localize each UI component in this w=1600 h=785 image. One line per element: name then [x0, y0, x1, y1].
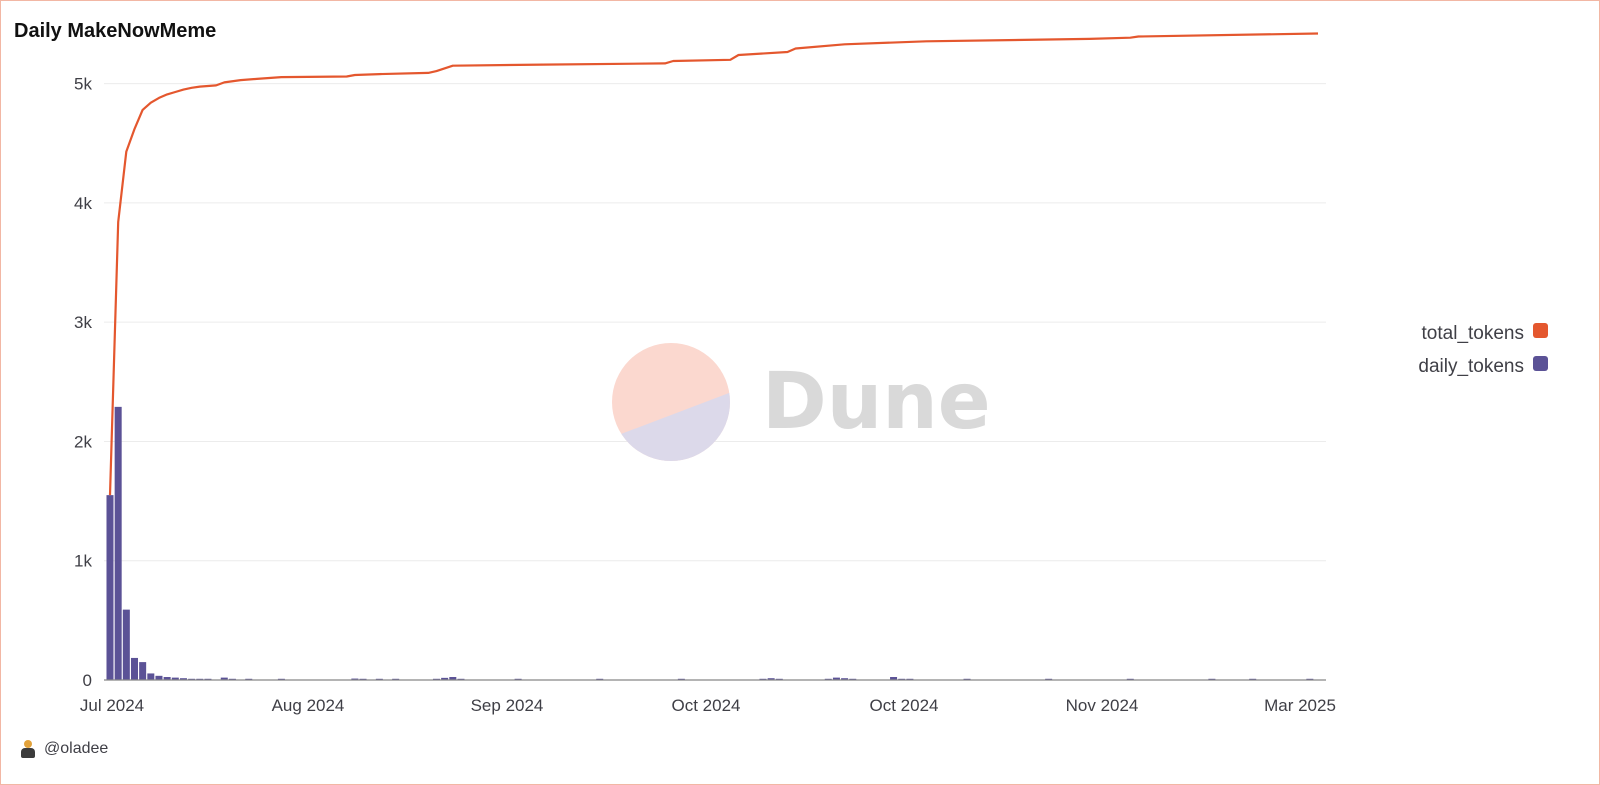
y-tick-label: 2k: [74, 432, 92, 451]
daily-tokens-bar: [351, 678, 359, 680]
daily-tokens-bar: [106, 495, 114, 680]
x-tick-label: Oct 2024: [672, 696, 741, 715]
legend-label-daily-tokens: daily_tokens: [1418, 356, 1524, 377]
grid-lines: [104, 83, 1326, 562]
daily-tokens-bar: [449, 677, 457, 680]
y-tick-label: 4k: [74, 194, 92, 213]
y-axis-labels: 0 1k 2k 3k 4k 5k: [74, 75, 92, 690]
daily-tokens-bar: [139, 662, 147, 680]
dune-watermark: Dune: [612, 343, 991, 461]
daily-tokens-bar: [171, 677, 179, 680]
y-tick-label: 5k: [74, 75, 92, 94]
y-tick-label: 1k: [74, 552, 92, 571]
x-tick-label: Mar 2025: [1264, 696, 1336, 715]
daily-tokens-bar: [441, 677, 449, 680]
daily-tokens-bar: [179, 678, 187, 680]
daily-tokens-bar: [890, 677, 898, 680]
daily-tokens-bar: [147, 673, 155, 680]
x-tick-label: Sep 2024: [471, 696, 544, 715]
daily-tokens-bars: [106, 406, 1314, 680]
daily-tokens-bar: [832, 677, 840, 680]
legend-item-total-tokens[interactable]: total_tokens: [1422, 323, 1548, 344]
daily-tokens-bar: [114, 406, 122, 680]
legend-label-total-tokens: total_tokens: [1422, 323, 1524, 344]
legend: total_tokens daily_tokens: [1418, 323, 1548, 377]
daily-tokens-bar: [220, 677, 228, 680]
daily-tokens-bar: [841, 678, 849, 680]
total-tokens-line: [108, 32, 1319, 496]
y-tick-label: 0: [83, 671, 92, 690]
daily-tokens-bar: [130, 657, 138, 680]
legend-item-daily-tokens[interactable]: daily_tokens: [1418, 356, 1548, 377]
x-tick-label: Nov 2024: [1066, 696, 1139, 715]
y-tick-label: 3k: [74, 313, 92, 332]
x-tick-label: Aug 2024: [272, 696, 345, 715]
x-tick-label: Jul 2024: [80, 696, 144, 715]
chart-footer: @oladee: [20, 740, 108, 758]
author-handle[interactable]: @oladee: [44, 740, 109, 757]
daily-tokens-bar: [122, 609, 130, 680]
daily-tokens-bar: [767, 678, 775, 680]
x-axis-labels: Jul 2024 Aug 2024 Sep 2024 Oct 2024 Oct 2024…: [80, 696, 1336, 715]
legend-swatch-total-tokens: [1533, 323, 1548, 338]
author-avatar-icon: [20, 740, 36, 758]
daily-tokens-bar: [155, 675, 163, 680]
chart-title: Daily MakeNowMeme: [14, 20, 217, 42]
daily-tokens-bar: [163, 677, 171, 680]
watermark-text: Dune: [762, 357, 991, 447]
legend-swatch-daily-tokens: [1533, 356, 1548, 371]
x-tick-label: Oct 2024: [870, 696, 939, 715]
